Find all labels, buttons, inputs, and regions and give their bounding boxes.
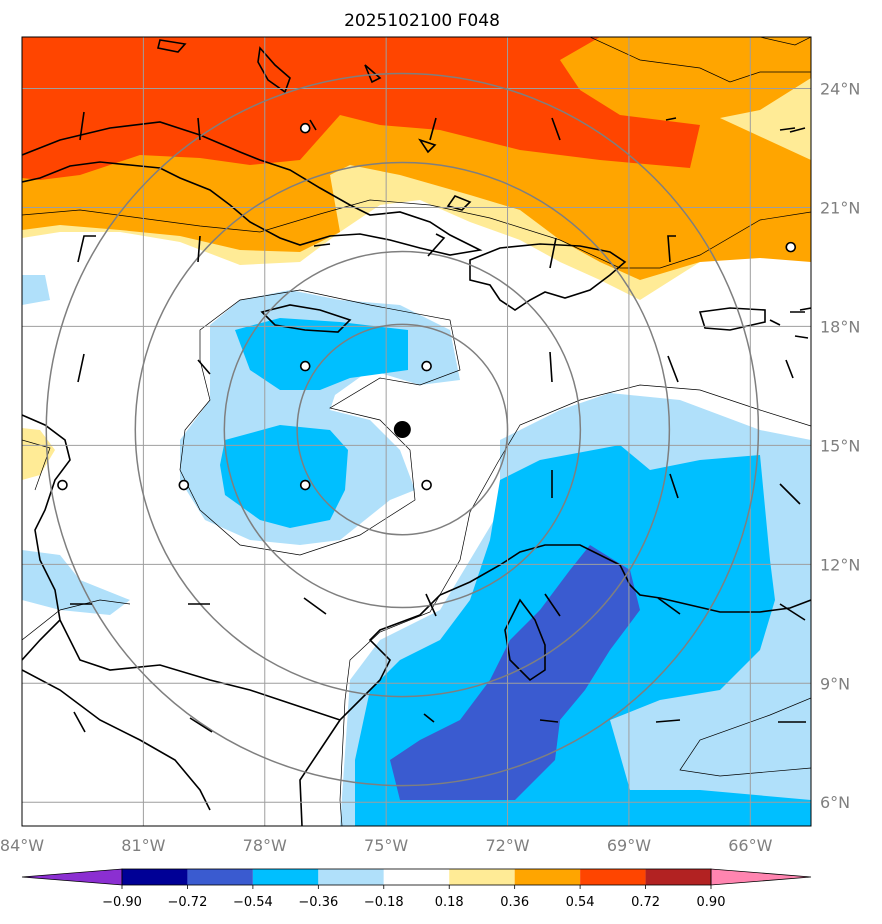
colorbar-label-8: 0.72 xyxy=(631,895,660,910)
central-america-coast xyxy=(22,414,811,826)
maracaibo-coast xyxy=(504,598,546,682)
bahamas-coast xyxy=(157,39,472,211)
station-marker-3 xyxy=(421,360,432,372)
station-markers xyxy=(57,122,797,491)
colorbar-label-2: −0.54 xyxy=(233,895,273,910)
station-marker-4 xyxy=(57,479,68,491)
station-marker-5 xyxy=(178,479,190,491)
lon-label-5: 69°W xyxy=(607,836,651,855)
lon-label-2: 78°W xyxy=(243,836,287,855)
colorbar-frame xyxy=(121,868,712,886)
lon-label-3: 75°W xyxy=(364,836,408,855)
puerto-rico-coast xyxy=(698,307,766,331)
graticule xyxy=(22,37,811,826)
colorbar-swatch-3 xyxy=(318,869,384,885)
lon-label-0: 84°W xyxy=(0,836,44,855)
lat-label-5: 9°N xyxy=(820,674,850,693)
station-marker-1 xyxy=(785,241,797,253)
wind-barbs xyxy=(70,111,806,733)
map-frame xyxy=(21,36,812,827)
station-marker-2 xyxy=(299,360,311,372)
colorbar-label-6: 0.36 xyxy=(500,895,529,910)
lon-label-1: 81°W xyxy=(121,836,165,855)
station-marker-0 xyxy=(299,122,311,134)
cuba-coast xyxy=(22,121,483,256)
colorbar-label-0: −0.90 xyxy=(102,895,142,910)
islands-east xyxy=(769,127,811,339)
latitude-labels: 24°N 21°N 18°N 15°N 12°N 9°N 6°N xyxy=(820,80,860,813)
colorbar-swatch-5 xyxy=(449,869,515,885)
contour-fill-neg-0.36-0.54-center xyxy=(220,318,408,528)
map-plot-area xyxy=(22,37,811,826)
range-ring-2 xyxy=(134,161,671,698)
hispaniola-coast xyxy=(469,243,627,311)
colorbar-label-7: 0.54 xyxy=(566,895,595,910)
lat-label-3: 15°N xyxy=(820,436,860,455)
colorbar-label-1: −0.72 xyxy=(168,895,208,910)
colorbar-swatch-8 xyxy=(645,869,711,885)
contour-lines xyxy=(22,37,811,826)
lat-label-4: 12°N xyxy=(820,555,860,574)
colorbar-swatch-2 xyxy=(252,869,319,885)
colorbar-swatch-1 xyxy=(187,869,253,885)
longitude-labels: 84°W 81°W 78°W 75°W 72°W 69°W 66°W xyxy=(0,836,773,855)
contour-fill-0.54-0.72 xyxy=(22,37,700,180)
colorbar-swatch-0 xyxy=(122,869,188,885)
colorbar-swatch-4 xyxy=(383,869,450,885)
colorbar-label-3: −0.36 xyxy=(298,895,338,910)
colorbar-label-9: 0.90 xyxy=(697,895,726,910)
lon-label-4: 72°W xyxy=(485,836,529,855)
range-ring-0 xyxy=(296,323,509,536)
map-title: 2025102100 F048 xyxy=(344,11,500,31)
range-rings xyxy=(45,72,760,787)
lon-label-6: 66°W xyxy=(728,836,772,855)
station-marker-6 xyxy=(299,479,311,491)
colorbar-extend-low xyxy=(21,868,123,886)
colorbar: −0.90 −0.72 −0.54 −0.36 −0.18 0.18 0.36 0.54 0.7… xyxy=(21,868,812,910)
contour-fill-neg-0.54-0.72-south xyxy=(390,545,640,800)
contour-fill-neg-west xyxy=(22,275,130,615)
storm-center-marker xyxy=(393,421,411,439)
station-marker-7 xyxy=(421,479,432,491)
range-ring-3 xyxy=(45,72,760,787)
lat-label-2: 18°N xyxy=(820,317,860,336)
colorbar-swatch-6 xyxy=(514,869,581,885)
lat-label-1: 21°N xyxy=(820,198,860,217)
coastlines xyxy=(22,39,811,826)
lat-label-6: 6°N xyxy=(820,793,850,812)
colorbar-extend-high xyxy=(710,868,812,886)
colorbar-label-5: 0.18 xyxy=(435,895,464,910)
lat-label-0: 24°N xyxy=(820,80,860,99)
colorbar-label-4: −0.18 xyxy=(364,895,404,910)
colorbar-swatch-7 xyxy=(580,869,646,885)
range-ring-1 xyxy=(223,250,582,609)
